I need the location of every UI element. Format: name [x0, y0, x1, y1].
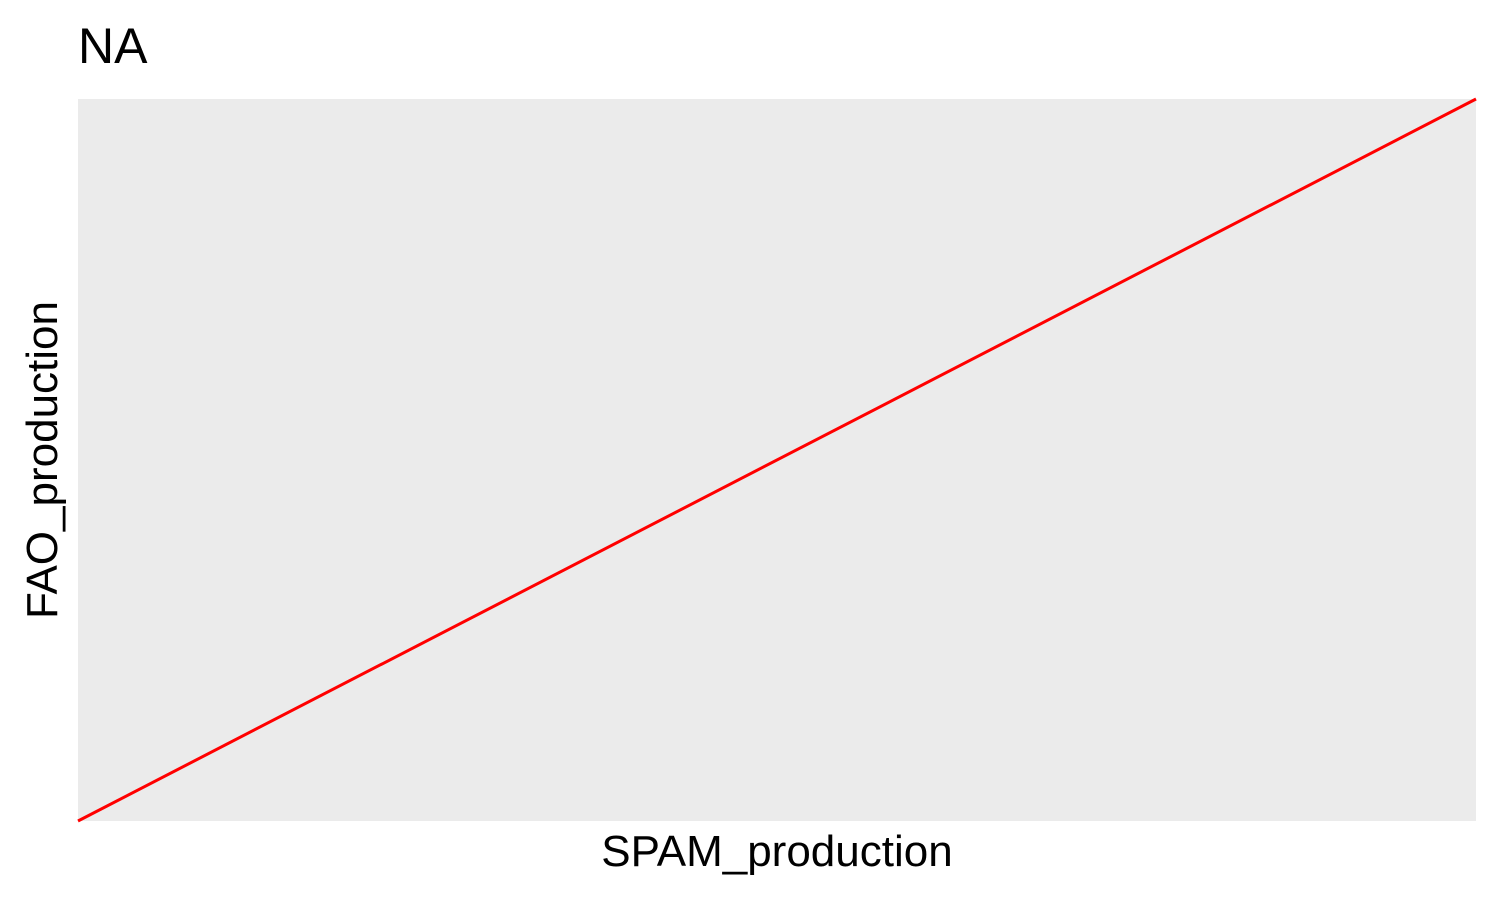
y-axis-label: FAO_production	[18, 301, 67, 619]
chart-title: NA	[78, 18, 148, 74]
x-axis-label: SPAM_production	[601, 827, 952, 876]
series-layer	[77, 97, 1477, 823]
series-line-0	[77, 97, 1477, 823]
